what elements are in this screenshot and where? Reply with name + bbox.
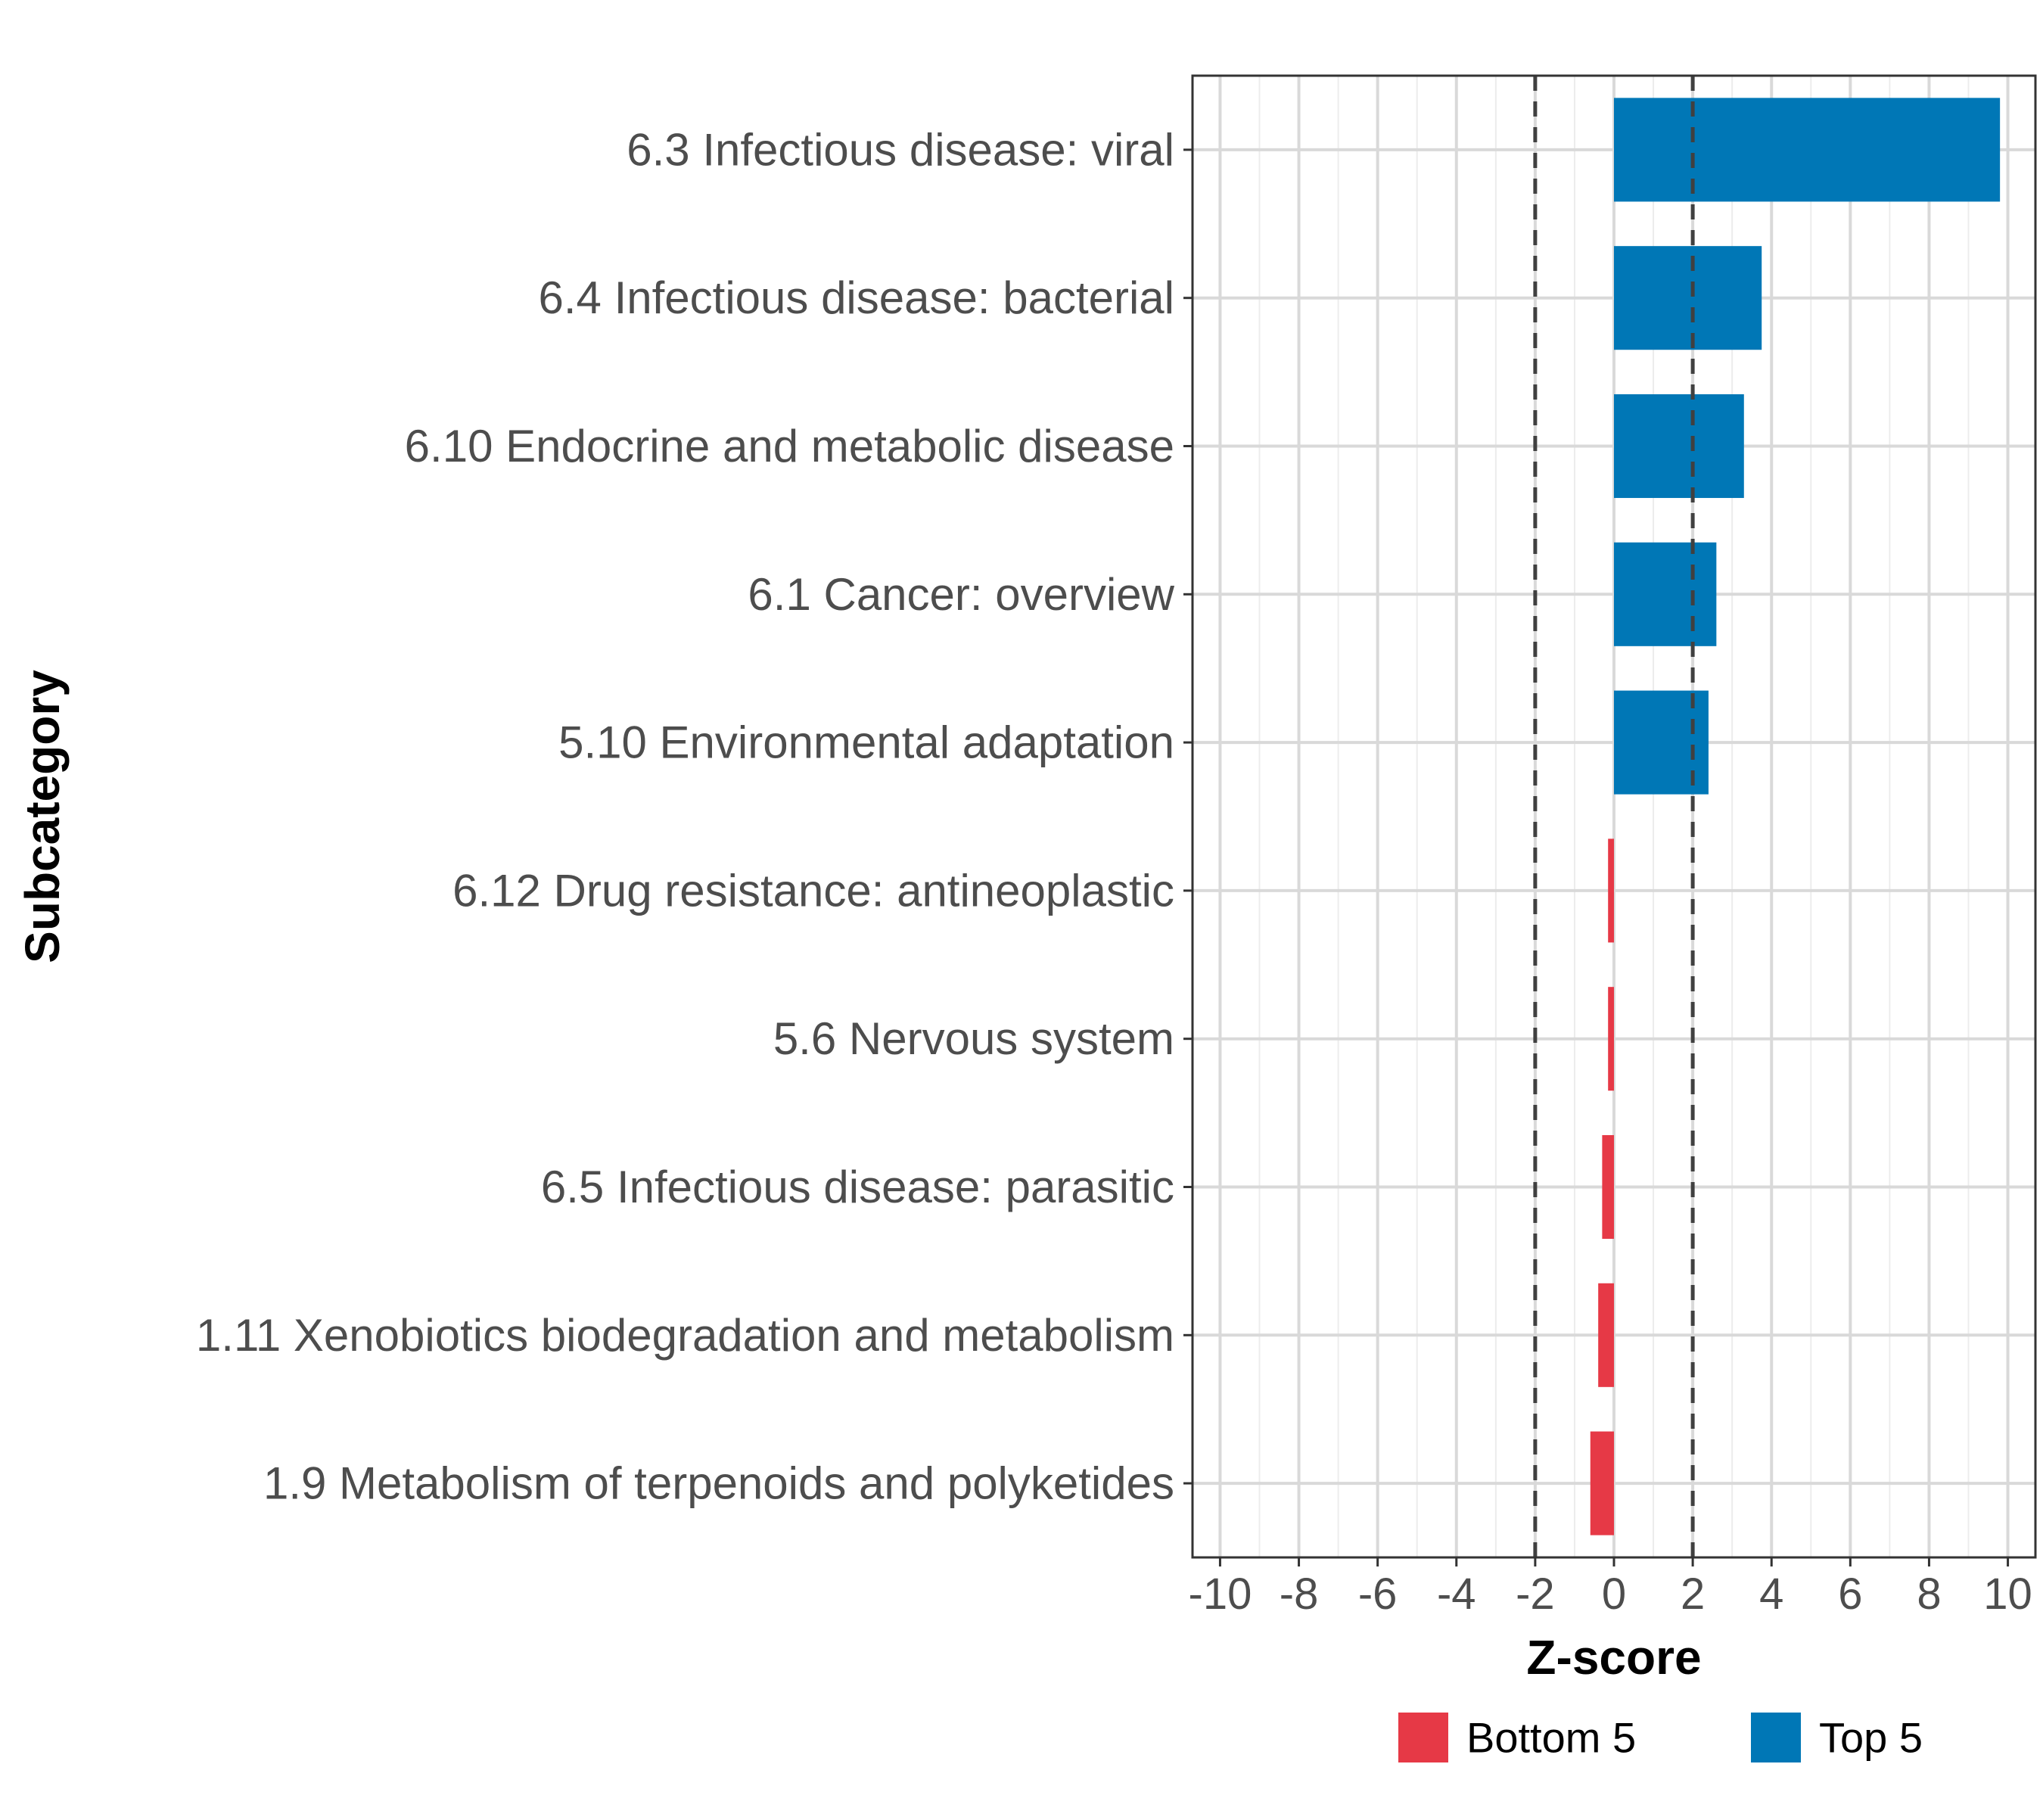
legend-label: Bottom 5 [1466, 1714, 1636, 1762]
legend-key [1751, 1713, 1801, 1762]
category-label: 6.1 Cancer: overview [748, 569, 1174, 620]
x-tick-label: 0 [1602, 1570, 1626, 1619]
category-label: 6.3 Infectious disease: viral [627, 124, 1174, 175]
x-tick-label: -4 [1437, 1570, 1476, 1619]
category-label: 1.11 Xenobiotics biodegradation and meta… [196, 1310, 1174, 1361]
category-label: 5.10 Environmental adaptation [558, 717, 1174, 768]
bar-top [1614, 394, 1744, 499]
category-label: 6.4 Infectious disease: bacterial [539, 272, 1175, 323]
x-tick-label: -2 [1516, 1570, 1555, 1619]
bar-bottom [1598, 1283, 1614, 1387]
bar-bottom [1608, 987, 1614, 1091]
bar-top [1614, 98, 2001, 202]
category-label: 5.6 Nervous system [773, 1013, 1174, 1064]
bar-bottom [1590, 1431, 1614, 1535]
category-label: 1.9 Metabolism of terpenoids and polyket… [263, 1458, 1174, 1509]
bar-top [1614, 542, 1717, 646]
x-tick-label: 2 [1681, 1570, 1705, 1619]
x-tick-label: -8 [1280, 1570, 1319, 1619]
x-tick-label: 8 [1917, 1570, 1941, 1619]
x-axis-title: Z-score [1526, 1630, 1701, 1685]
legend-key [1398, 1713, 1448, 1762]
x-tick-label: -6 [1358, 1570, 1398, 1619]
legend-label: Top 5 [1819, 1714, 1923, 1762]
x-tick-label: 10 [1983, 1570, 2032, 1619]
bar-bottom [1602, 1134, 1614, 1240]
category-label: 6.10 Endocrine and metabolic disease [405, 421, 1174, 471]
category-label: 6.5 Infectious disease: parasitic [541, 1162, 1174, 1212]
category-label: 6.12 Drug resistance: antineoplastic [452, 865, 1174, 916]
bar-top [1614, 246, 1762, 350]
x-tick-label: -10 [1189, 1570, 1252, 1619]
bar-bottom [1608, 838, 1614, 943]
y-axis-title: Subcategory [15, 670, 70, 963]
x-tick-label: 4 [1759, 1570, 1783, 1619]
x-tick-label: 6 [1838, 1570, 1862, 1619]
